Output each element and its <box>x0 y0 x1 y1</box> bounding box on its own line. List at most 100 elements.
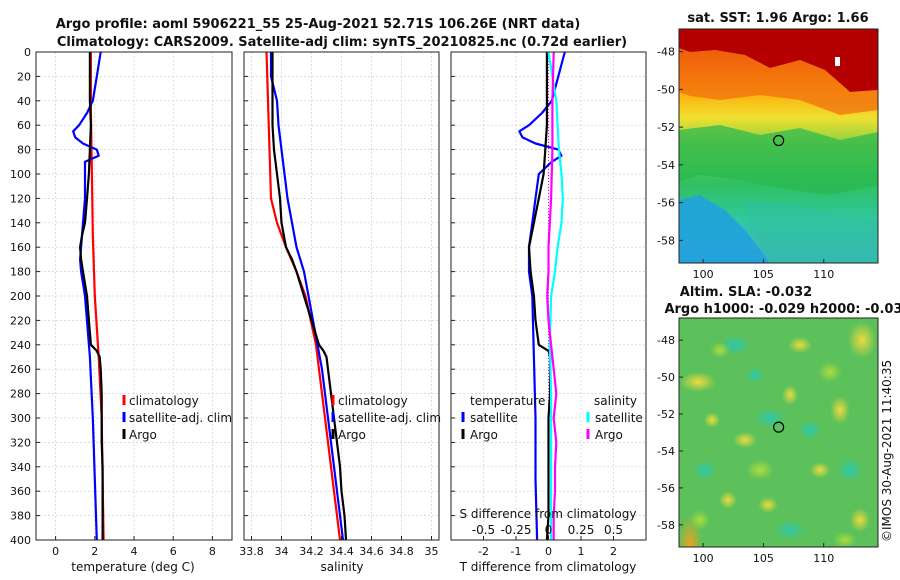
map-x-tick-label: 110 <box>813 552 834 565</box>
y-tick-label: 140 <box>10 217 31 230</box>
x-tick-label: 33.8 <box>239 545 264 558</box>
x-tick-label: 2 <box>91 545 98 558</box>
argo-location-marker <box>773 421 785 433</box>
legend-climatology-label: climatology <box>338 394 408 408</box>
y-tick-label: 280 <box>10 388 31 401</box>
top-x-tick-label: -0.5 <box>472 523 495 537</box>
legend-salinity-header: salinity <box>594 394 637 408</box>
map-y-tick-label: -58 <box>657 519 675 532</box>
y-tick-label: 60 <box>17 119 31 132</box>
sla-anomaly-blob <box>788 337 812 353</box>
series-line-argo <box>78 52 104 540</box>
x-tick-label: 34 <box>275 545 289 558</box>
y-tick-label: 40 <box>17 95 31 108</box>
map-x-tick-label: 105 <box>753 552 774 565</box>
sla-anomaly-blob <box>754 408 786 428</box>
sst-map-frame <box>678 28 879 264</box>
difference-top-xlabel: S difference from climatology <box>460 507 637 521</box>
x-tick-label: 6 <box>170 545 177 558</box>
series-line-satellite-adj-clim <box>269 52 345 541</box>
y-tick-label: 120 <box>10 192 31 205</box>
sla-anomaly-blob <box>745 367 765 383</box>
legend-temp-satellite-label: satellite <box>470 411 518 425</box>
sst-orange-region <box>679 48 878 115</box>
x-tick-label: 34.6 <box>359 545 384 558</box>
salinity-panel: 33.8 34 34.2 34.4 34.6 34.8 35 <box>239 51 440 558</box>
series-line-satellite-adj-clim <box>72 51 102 541</box>
series-line-salinity-argo <box>546 51 558 540</box>
x-tick-label: -1 <box>511 545 522 558</box>
sst-cold-region <box>679 195 770 263</box>
top-x-tick-label: -0.25 <box>500 523 531 537</box>
x-tick-label: 35 <box>425 545 439 558</box>
y-tick-label: 200 <box>10 290 31 303</box>
difference-xlabel: T difference from climatology <box>459 560 637 574</box>
figure-title-line1: Argo profile: aoml 5906221_55 25-Aug-202… <box>56 17 581 32</box>
map-y-tick-label: -50 <box>657 371 675 384</box>
y-tick-label: 20 <box>17 70 31 83</box>
legend-climatology-label: climatology <box>129 394 199 408</box>
map-x-tick-label: 110 <box>813 268 834 281</box>
sla-anomaly-blob <box>782 385 798 405</box>
legend-argo-label: Argo <box>338 428 366 442</box>
series-line-salinity-satellite <box>547 51 564 540</box>
y-tick-label: 220 <box>10 314 31 327</box>
y-tick-label: 380 <box>10 510 31 523</box>
y-tick-label: 100 <box>10 168 31 181</box>
y-tick-label: 360 <box>10 485 31 498</box>
legend-temp-argo-label: Argo <box>470 428 498 442</box>
sla-anomaly-blob <box>710 342 730 358</box>
sla-anomaly-blob <box>758 497 778 513</box>
figure-title-line2: Climatology: CARS2009. Satellite-adj cli… <box>57 35 627 50</box>
x-tick-label: 2 <box>610 545 617 558</box>
map-x-tick-label: 100 <box>693 552 714 565</box>
map-y-tick-label: -58 <box>657 234 675 247</box>
sla-anomaly-blob <box>704 412 720 428</box>
legend-sal-satellite-label: satellite <box>595 411 643 425</box>
x-tick-label: 34.8 <box>389 545 414 558</box>
map-y-tick-label: -54 <box>657 159 675 172</box>
sla-anomaly-blob <box>830 396 850 424</box>
legend-satellite-label: satellite-adj. clim <box>338 411 441 425</box>
legend-satellite-label: satellite-adj. clim <box>129 411 232 425</box>
sla-anomaly-blob <box>848 322 876 358</box>
y-tick-label: 240 <box>10 339 31 352</box>
sla-map <box>679 318 878 547</box>
map-y-tick-label: -52 <box>657 121 675 134</box>
sla-anomaly-blob <box>680 372 716 392</box>
salinity-legend: climatology satellite-adj. clim Argo <box>331 394 441 442</box>
difference-legend: temperature satellite Argo salinity sate… <box>461 394 643 442</box>
y-tick-label: 320 <box>10 436 31 449</box>
sla-anomaly-blob <box>690 510 710 530</box>
sst-map-axes: -48 -50 -52 -54 -56 -58 100 105 110 <box>657 46 834 281</box>
x-tick-label: 34.2 <box>299 545 324 558</box>
argo-location-marker <box>773 134 785 147</box>
sla-anomaly-blob <box>746 460 774 480</box>
temperature-legend: climatology satellite-adj. clim Argo <box>122 394 232 442</box>
salinity-xlabel: salinity <box>320 560 363 574</box>
legend-temperature-header: temperature <box>470 394 545 408</box>
sst-green-region <box>679 125 878 195</box>
sla-anomaly-blob <box>693 460 717 480</box>
legend-sal-argo-label: Argo <box>595 428 623 442</box>
y-tick-label: 260 <box>10 363 31 376</box>
sla-anomaly-blob <box>774 520 806 540</box>
difference-panel: -2 -1 0 1 2 -0.5 -0.25 0 0.25 0.5 <box>450 51 647 558</box>
sla-anomaly-blobs <box>679 322 876 547</box>
series-line-temperature-argo <box>527 52 552 541</box>
map-y-tick-label: -56 <box>657 197 675 210</box>
map-y-tick-label: -54 <box>657 445 675 458</box>
sla-anomaly-blob <box>810 462 830 478</box>
top-x-tick-label: 0 <box>545 523 553 537</box>
sst-map-title: sat. SST: 1.96 Argo: 1.66 <box>687 11 868 26</box>
y-tick-label: 160 <box>10 241 31 254</box>
top-x-tick-label: 0.25 <box>568 523 595 537</box>
temperature-panel: 0 2 4 6 802040608010012014016018020022024026… <box>10 46 233 558</box>
y-tick-label: 300 <box>10 412 31 425</box>
sla-anomaly-blob <box>850 508 870 532</box>
x-tick-label: 0 <box>545 545 552 558</box>
x-tick-label: 1 <box>578 545 585 558</box>
y-tick-label: 400 <box>10 534 31 547</box>
x-tick-label: 4 <box>131 545 138 558</box>
